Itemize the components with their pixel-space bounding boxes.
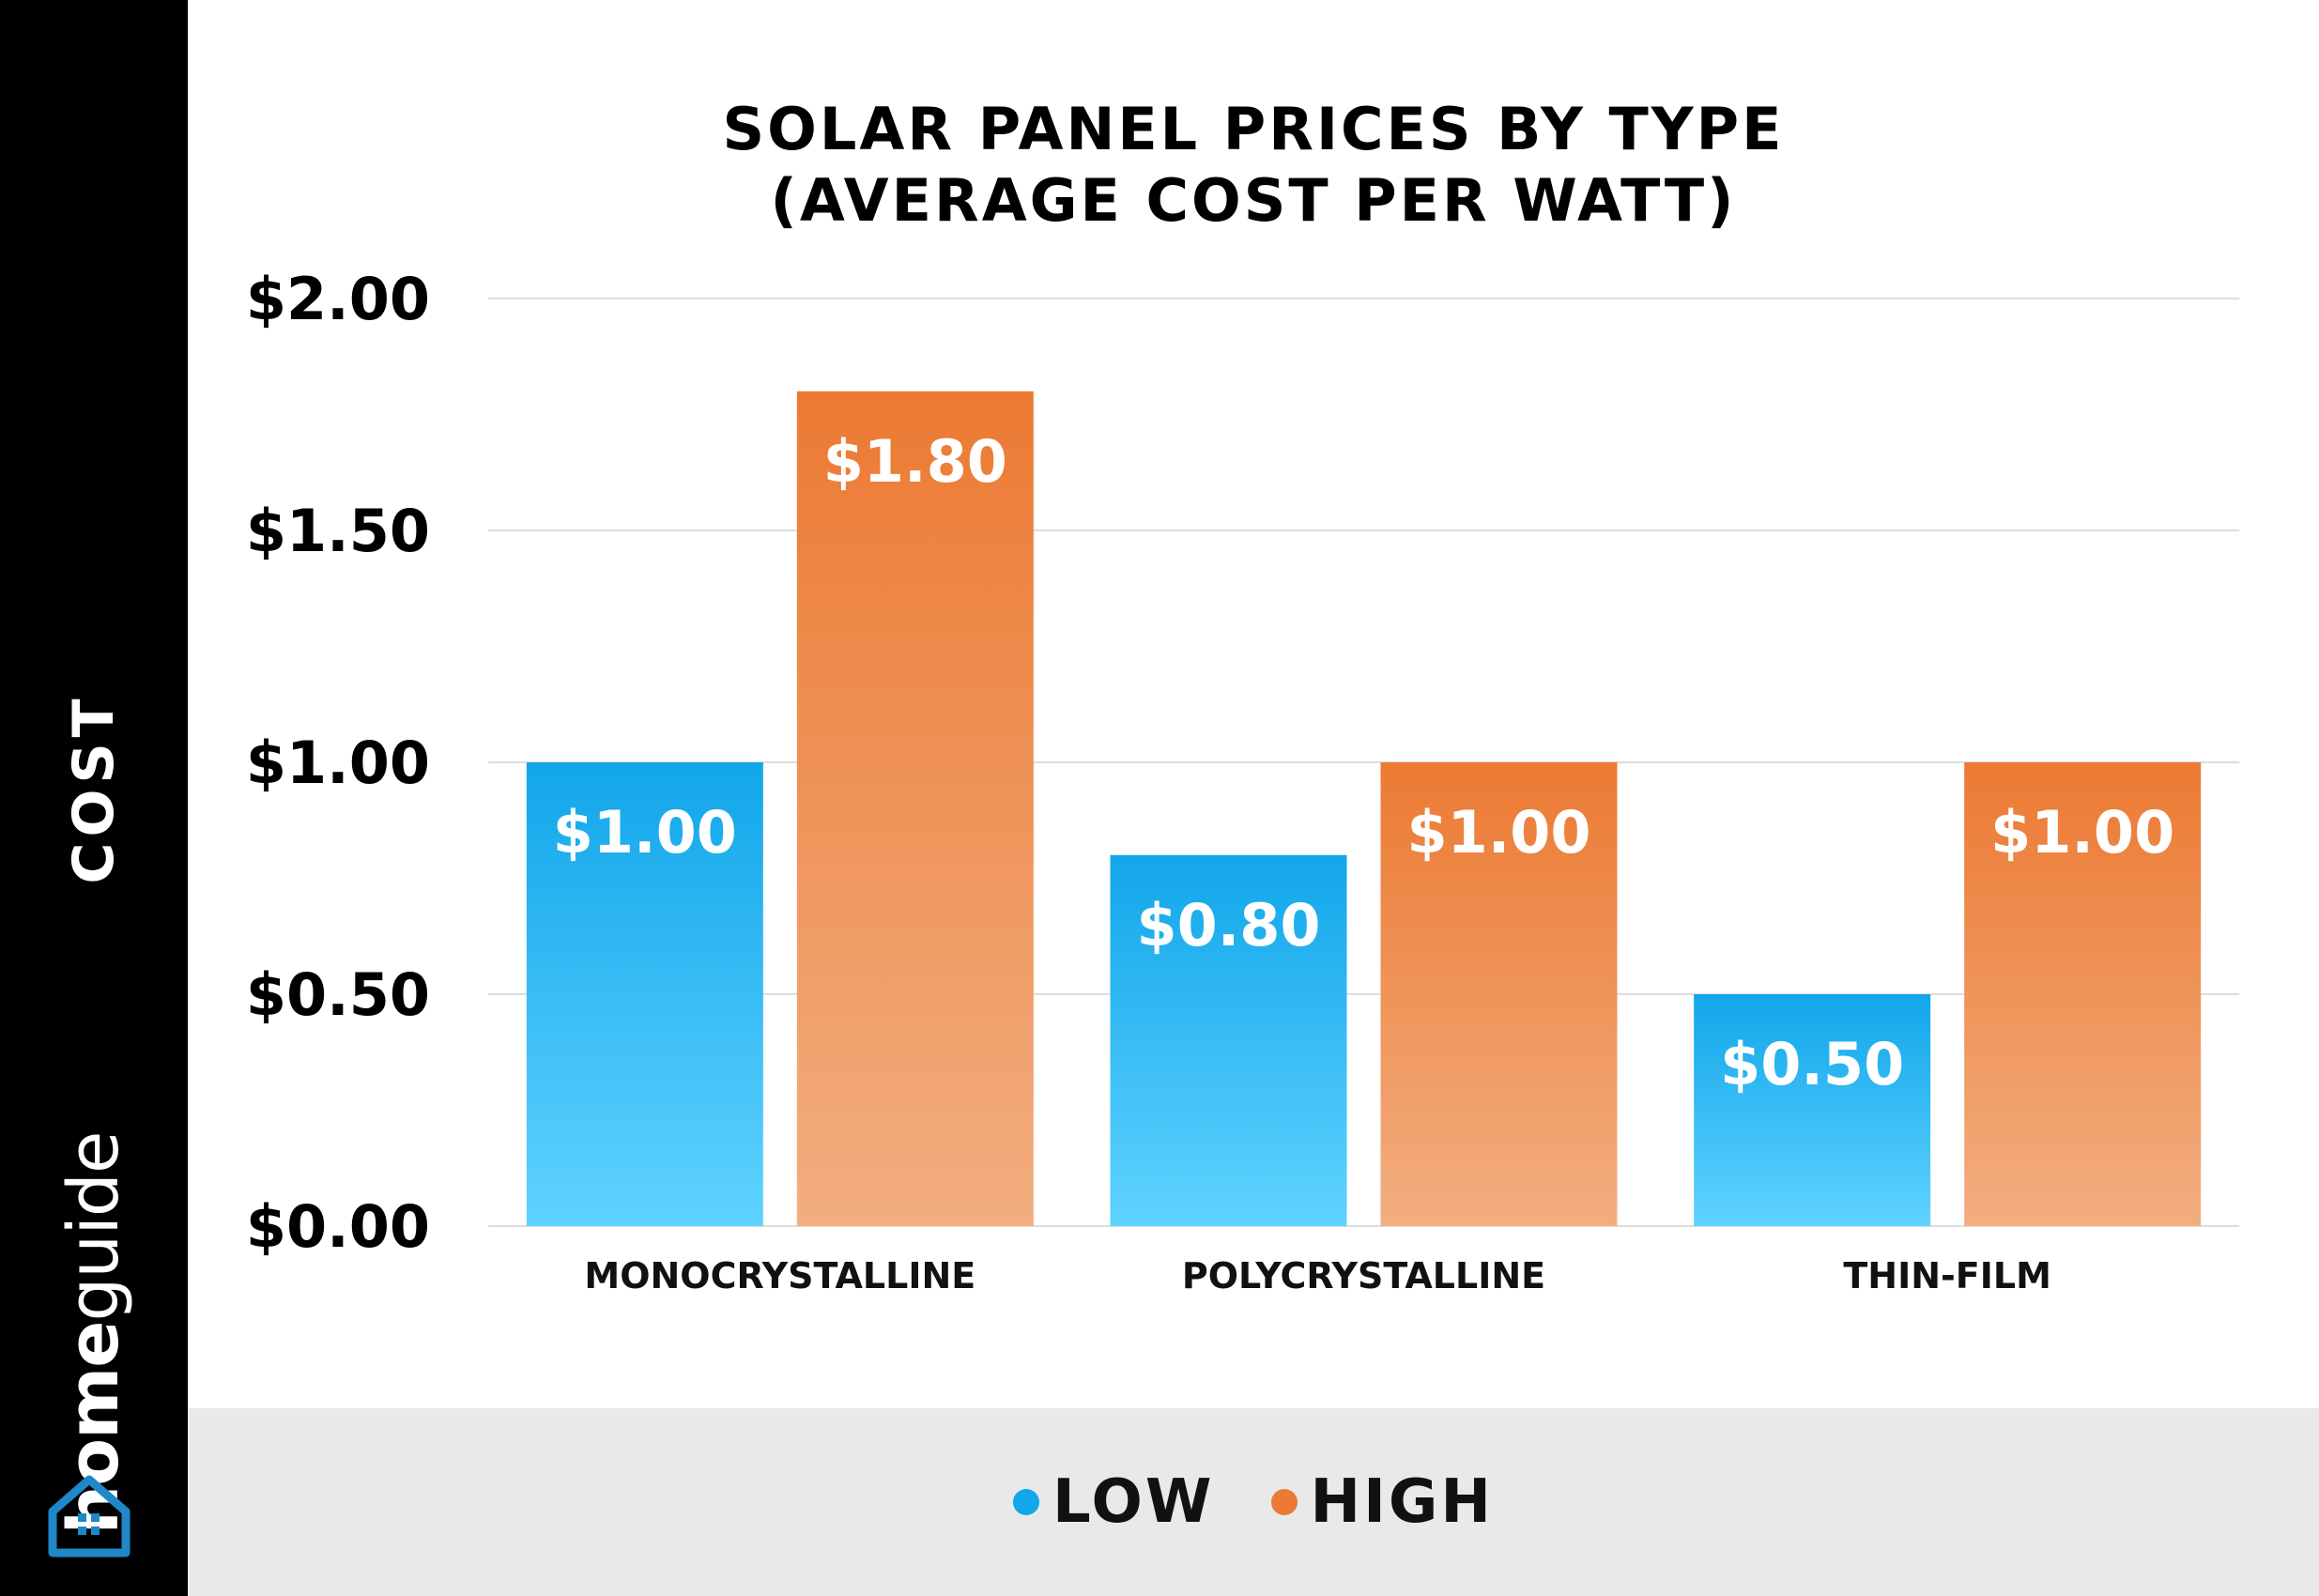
bar-value-label: $0.80 — [1136, 891, 1320, 959]
x-tick-label: THIN-FILM — [1843, 1255, 2051, 1297]
x-tick-label: POLYCRYSTALLINE — [1182, 1255, 1545, 1297]
chart-title-line-2: (AVERAGE COST PER WATT) — [770, 166, 1737, 235]
legend-dot-low-icon — [1013, 1489, 1040, 1515]
y-tick-label: $0.00 — [246, 1192, 430, 1261]
bar-high — [1964, 762, 2202, 1226]
y-tick-label: $1.50 — [246, 497, 430, 565]
x-axis-ticks: MONOCRYSTALLINE POLYCRYSTALLINE THIN-FILM — [584, 1255, 2051, 1297]
bar-value-label: $1.00 — [1406, 798, 1590, 867]
bars: $1.00 $1.80 $0.80 $1.00 $0.50 $1.00 — [526, 391, 2202, 1226]
bar-value-label: $1.80 — [823, 427, 1007, 496]
x-tick-label: MONOCRYSTALLINE — [584, 1255, 975, 1297]
y-axis-ticks: $0.00 $0.50 $1.00 $1.50 $2.00 — [246, 265, 430, 1261]
house-logo-icon — [48, 1475, 131, 1558]
y-tick-label: $2.00 — [246, 265, 430, 333]
legend-item-low: LOW — [1013, 1467, 1215, 1537]
legend: LOW HIGH — [188, 1408, 2319, 1596]
bar-value-label: $1.00 — [1990, 798, 2174, 867]
legend-label-low: LOW — [1052, 1467, 1215, 1537]
legend-item-high: HIGH — [1270, 1467, 1494, 1537]
bar-low — [1110, 854, 1347, 1226]
y-tick-label: $0.50 — [246, 960, 430, 1029]
y-tick-label: $1.00 — [246, 729, 430, 797]
bar-high — [1380, 762, 1618, 1226]
bar-low — [1694, 994, 1931, 1226]
legend-footer: LOW HIGH — [188, 1408, 2319, 1596]
chart-title: SOLAR PANEL PRICES BY TYPE (AVERAGE COST… — [188, 94, 2319, 237]
grid-lines — [488, 298, 2239, 1227]
bar-chart: $0.00 $0.50 $1.00 $1.50 $2.00 $1.00 $1.80 $0.8… — [246, 265, 2239, 1297]
bar-low — [526, 762, 763, 1226]
bar-value-label: $0.50 — [1720, 1030, 1904, 1098]
bar-value-label: $1.00 — [553, 798, 737, 867]
bar-high — [796, 391, 1034, 1226]
side-bar: COST homeguide — [0, 0, 188, 1596]
chart-title-line-1: SOLAR PANEL PRICES BY TYPE — [722, 95, 1785, 163]
legend-label-high: HIGH — [1310, 1467, 1494, 1537]
legend-dot-high-icon — [1270, 1489, 1298, 1515]
